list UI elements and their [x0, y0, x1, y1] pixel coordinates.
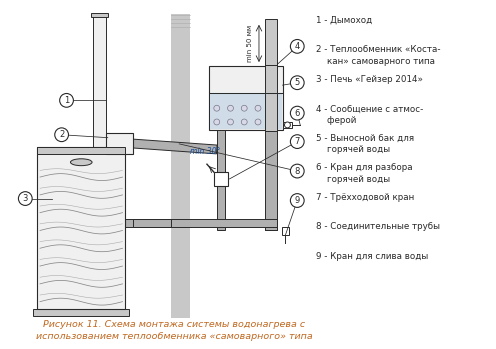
Circle shape [285, 122, 290, 128]
Text: 9 - Кран для слива воды: 9 - Кран для слива воды [316, 252, 428, 261]
Bar [171, 14, 190, 318]
Bar [217, 130, 225, 230]
Text: 3 - Печь «Гейзер 2014»: 3 - Печь «Гейзер 2014» [316, 75, 423, 84]
Text: 8 - Соединительные трубы: 8 - Соединительные трубы [316, 222, 440, 231]
Text: 4 - Сообщение с атмос-
    ферой: 4 - Сообщение с атмос- ферой [316, 104, 423, 125]
Circle shape [290, 76, 304, 90]
Bar [282, 227, 289, 235]
Text: min 50 мм: min 50 мм [247, 25, 253, 62]
Circle shape [228, 105, 234, 111]
Bar [133, 219, 171, 227]
Circle shape [18, 192, 32, 206]
Bar [93, 14, 106, 151]
Text: 6: 6 [295, 109, 300, 118]
Polygon shape [133, 139, 217, 154]
Circle shape [241, 105, 247, 111]
Circle shape [290, 194, 304, 207]
Bar [265, 130, 277, 230]
Circle shape [60, 94, 73, 107]
Text: 2 - Теплообменник «Коста-
    кан» самоварного типа: 2 - Теплообменник «Коста- кан» самоварно… [316, 45, 440, 66]
Text: 3: 3 [23, 194, 28, 203]
Text: min 30°: min 30° [190, 147, 220, 156]
Bar [265, 19, 277, 66]
Text: 6 - Кран для разбора
    горячей воды: 6 - Кран для разбора горячей воды [316, 163, 413, 184]
Bar [33, 309, 129, 317]
Bar [209, 66, 283, 130]
Circle shape [290, 135, 304, 148]
Circle shape [55, 128, 68, 142]
Text: 8: 8 [295, 166, 300, 176]
Text: 7: 7 [295, 137, 300, 146]
Text: 1 - Дымоход: 1 - Дымоход [316, 16, 372, 25]
Circle shape [255, 119, 261, 125]
Circle shape [255, 105, 261, 111]
Text: 9: 9 [295, 196, 300, 205]
Circle shape [214, 119, 220, 125]
Text: 4: 4 [295, 42, 300, 51]
Bar [106, 147, 125, 154]
Ellipse shape [70, 159, 92, 166]
Text: 5: 5 [295, 78, 300, 87]
Bar [37, 147, 125, 309]
Text: использованием теплообменника «самоварного» типа: использованием теплообменника «самоварно… [36, 332, 313, 341]
Text: Рисунок 11. Схема монтажа системы водонагрева с: Рисунок 11. Схема монтажа системы водона… [44, 320, 306, 329]
Bar [214, 172, 228, 186]
Circle shape [290, 106, 304, 120]
Bar [265, 227, 277, 230]
Circle shape [241, 119, 247, 125]
Circle shape [228, 119, 234, 125]
Bar [37, 147, 125, 154]
Bar [91, 13, 108, 17]
Text: 2: 2 [59, 130, 64, 139]
Bar [265, 65, 277, 131]
Circle shape [290, 39, 304, 53]
Text: 7 - Трёхходовой кран: 7 - Трёхходовой кран [316, 193, 414, 202]
Bar [106, 219, 277, 227]
Circle shape [214, 105, 220, 111]
Bar [210, 92, 282, 129]
Bar [283, 122, 292, 128]
Text: 5 - Выносной бак для
    горячей воды: 5 - Выносной бак для горячей воды [316, 134, 414, 154]
Circle shape [290, 164, 304, 178]
Text: 1: 1 [64, 96, 69, 105]
Bar [106, 133, 133, 154]
